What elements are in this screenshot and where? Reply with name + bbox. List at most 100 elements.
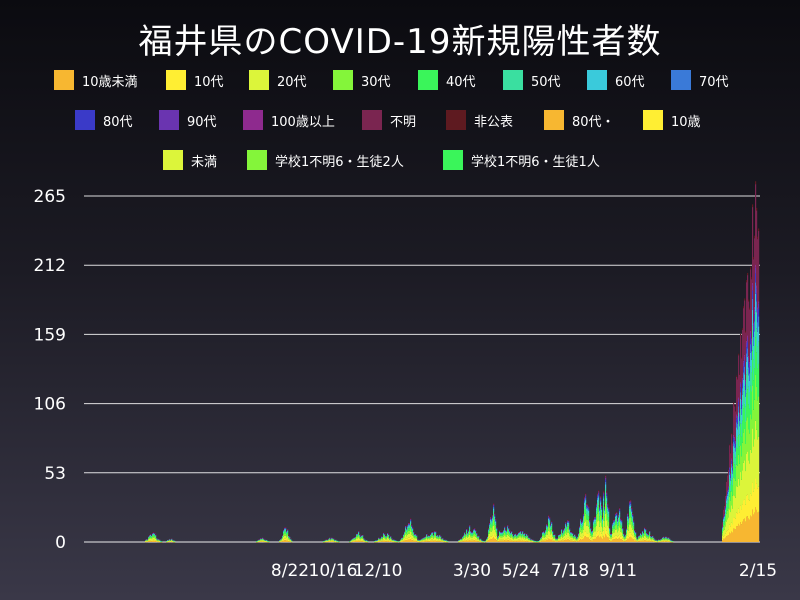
bar-segment xyxy=(606,505,608,513)
bar-segment xyxy=(437,537,439,539)
bar-segment xyxy=(496,538,498,541)
bar-segment xyxy=(434,532,436,534)
bar-segment xyxy=(520,539,522,541)
bar-segment xyxy=(553,535,555,537)
bar-segment xyxy=(653,538,655,540)
bar-segment xyxy=(660,539,662,541)
bar-segment xyxy=(613,519,615,521)
bar-segment xyxy=(741,524,743,542)
bar-segment xyxy=(549,536,551,539)
bar-segment xyxy=(593,518,595,520)
bar-segment xyxy=(590,529,592,531)
bar-segment xyxy=(592,531,594,533)
bar-segment xyxy=(416,536,418,537)
bar-segment xyxy=(567,532,569,538)
bar-segment xyxy=(745,389,747,397)
bar-segment xyxy=(403,536,405,538)
bar-segment xyxy=(613,524,615,527)
bar-segment xyxy=(499,532,501,534)
bar-segment xyxy=(565,527,567,531)
bar-segment xyxy=(503,539,505,541)
bar-segment xyxy=(597,507,599,514)
bar-segment xyxy=(493,537,495,542)
bar-segment xyxy=(563,530,565,531)
bar-segment xyxy=(261,540,263,542)
bar-segment xyxy=(334,540,336,542)
bar-segment xyxy=(338,541,340,542)
bar-segment xyxy=(625,536,627,538)
bar-segment xyxy=(625,538,627,541)
bar-segment xyxy=(590,533,592,536)
bar-segment xyxy=(470,532,472,533)
bar-segment xyxy=(286,533,288,536)
bar-segment xyxy=(498,539,500,541)
bar-segment xyxy=(392,540,394,542)
bar-segment xyxy=(407,527,409,529)
bar-segment xyxy=(436,534,438,536)
bar-segment xyxy=(281,538,283,539)
bar-segment xyxy=(576,537,578,539)
bar-segment xyxy=(512,538,514,541)
bar-segment xyxy=(548,515,550,517)
bar-segment xyxy=(749,362,751,364)
bar-segment xyxy=(412,531,414,534)
bar-segment xyxy=(329,540,331,541)
bar-segment xyxy=(550,538,552,540)
bar-segment xyxy=(727,493,729,496)
bar-segment xyxy=(612,530,614,534)
bar-segment xyxy=(464,532,466,533)
bar-segment xyxy=(746,420,748,454)
bar-segment xyxy=(502,534,504,536)
bar-segment xyxy=(491,518,493,520)
bar-segment xyxy=(494,538,496,542)
bar-segment xyxy=(583,514,585,516)
bar-segment xyxy=(727,490,729,492)
bar-segment xyxy=(530,539,532,541)
bar-segment xyxy=(488,528,490,530)
bar-segment xyxy=(461,541,463,543)
bar-segment xyxy=(578,540,580,542)
bar-segment xyxy=(725,537,727,542)
bar-segment xyxy=(621,532,623,537)
bar-segment xyxy=(570,533,572,535)
bar-segment xyxy=(636,537,638,539)
bar-segment xyxy=(556,541,558,542)
bar-segment xyxy=(652,536,654,538)
bar-segment xyxy=(435,540,437,542)
bar-segment xyxy=(152,536,154,539)
bar-segment xyxy=(666,541,668,542)
bar-segment xyxy=(500,531,502,533)
bar-segment xyxy=(388,537,390,539)
bar-segment xyxy=(644,535,646,539)
bar-segment xyxy=(598,490,600,491)
bar-segment xyxy=(386,535,388,537)
bar-segment xyxy=(620,518,622,519)
bar-segment xyxy=(542,533,544,535)
bar-segment xyxy=(503,534,505,537)
bar-segment xyxy=(566,526,568,528)
bar-segment xyxy=(646,537,648,540)
bar-segment xyxy=(745,422,747,444)
bar-segment xyxy=(414,537,416,539)
bar-segment xyxy=(656,539,658,541)
bar-segment xyxy=(467,533,469,534)
bar-segment xyxy=(390,535,392,537)
bar-segment xyxy=(461,539,463,541)
bar-segment xyxy=(645,540,647,542)
bar-segment xyxy=(660,541,662,542)
bar-segment xyxy=(325,539,327,541)
bar-segment xyxy=(748,357,750,362)
bar-segment xyxy=(730,512,732,527)
bar-segment xyxy=(564,531,566,534)
bar-segment xyxy=(379,540,381,542)
bar-segment xyxy=(570,537,572,540)
bar-segment xyxy=(518,539,520,541)
bar-segment xyxy=(614,520,616,522)
bar-segment xyxy=(505,534,507,537)
bar-segment xyxy=(353,538,355,540)
bar-segment xyxy=(429,540,431,542)
bar-segment xyxy=(412,528,414,529)
bar-segment xyxy=(639,537,641,539)
bar-segment xyxy=(730,453,732,474)
bar-segment xyxy=(746,361,748,375)
